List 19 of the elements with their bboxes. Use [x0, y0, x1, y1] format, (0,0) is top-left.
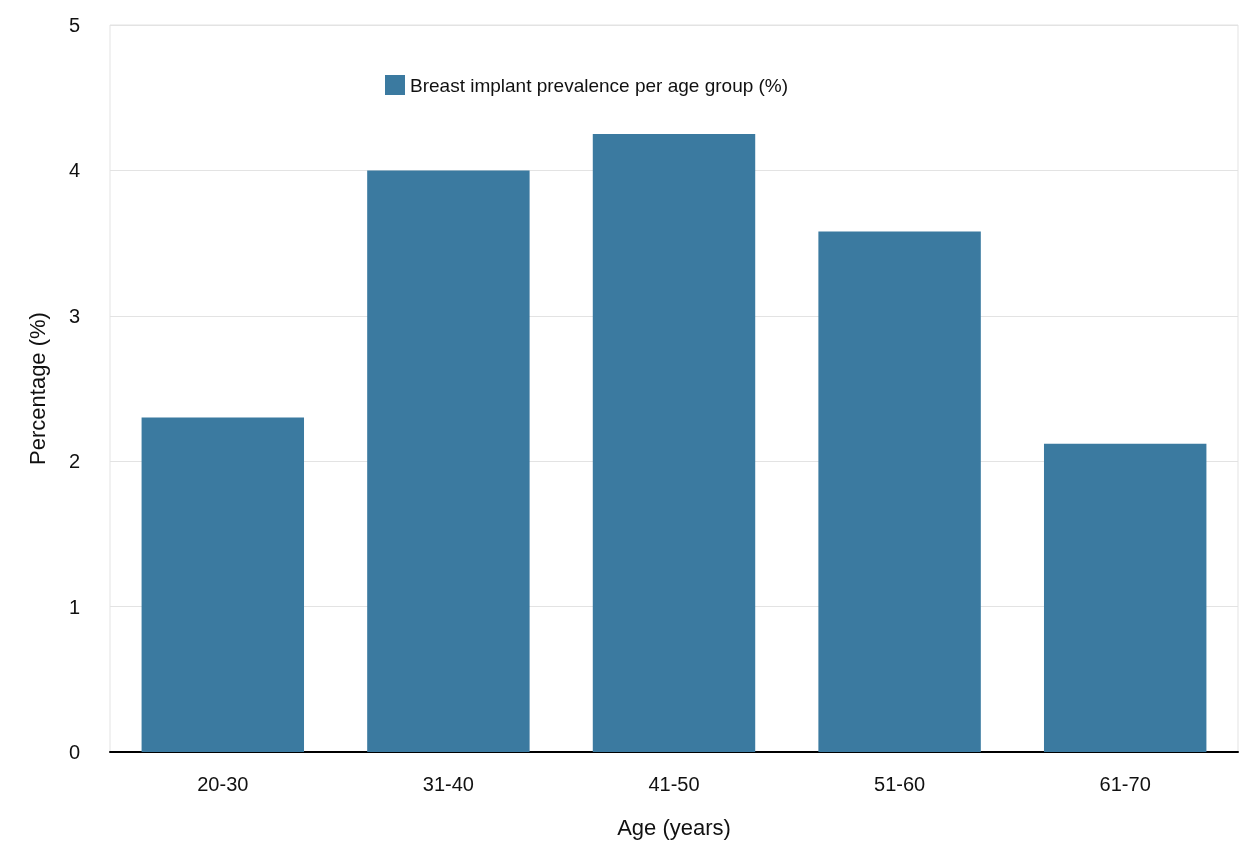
- bar: [141, 417, 305, 752]
- y-tick-label: 3: [68, 304, 80, 327]
- x-tick-label: 51-60: [874, 773, 926, 795]
- y-tick-label: 4: [68, 159, 80, 182]
- x-axis-title: Age (years): [617, 814, 731, 840]
- y-axis-title: Percentage (%): [24, 312, 50, 465]
- y-tick-label: 1: [68, 595, 80, 618]
- legend-label: Breast implant prevalence per age group (%): [410, 74, 789, 96]
- bar: [592, 134, 756, 752]
- bar: [1043, 443, 1207, 752]
- y-tick-label: 5: [68, 14, 80, 36]
- x-tick-label: 61-70: [1099, 773, 1151, 795]
- bar: [367, 170, 530, 752]
- x-tick-label: 20-30: [197, 773, 249, 795]
- bar: [818, 231, 981, 752]
- y-tick-label: 0: [68, 741, 80, 763]
- x-tick-label: 41-50: [648, 773, 700, 795]
- x-tick-label: 31-40: [422, 773, 474, 795]
- y-tick-label: 2: [68, 450, 80, 473]
